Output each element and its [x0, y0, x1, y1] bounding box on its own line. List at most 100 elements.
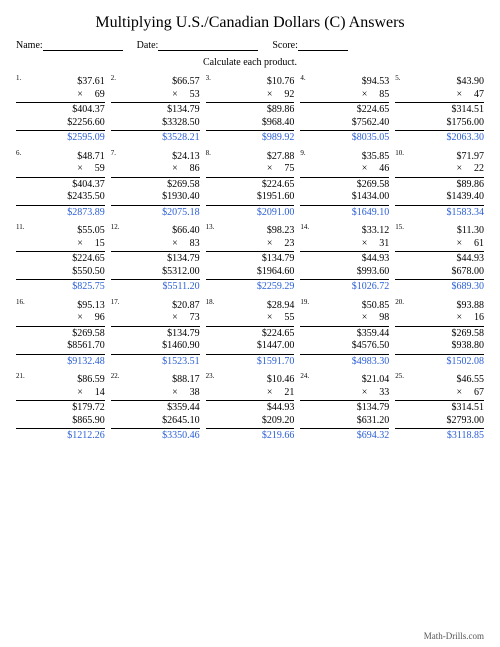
problem-number: 16.: [16, 298, 25, 307]
multiplier-row: × 23: [206, 238, 295, 251]
problem: 21.$86.59× 14$179.72$865.90$1212.26: [16, 372, 105, 443]
partial-2: $3328.50: [111, 117, 200, 130]
times-icon: ×: [267, 387, 277, 400]
partial-2: $968.40: [206, 117, 295, 130]
rule-1: [206, 251, 295, 252]
problem: 1.$37.61× 69$404.37$2256.60$2595.09: [16, 74, 105, 145]
multiplicand: $35.85: [300, 151, 389, 164]
multiplicand: $10.76: [206, 76, 295, 89]
partial-2: $1460.90: [111, 340, 200, 353]
partial-1: $44.93: [395, 253, 484, 266]
answer: $989.92: [206, 132, 295, 145]
problem: 6.$48.71× 59$404.37$2435.50$2873.89: [16, 149, 105, 220]
times-icon: ×: [172, 387, 182, 400]
multiplicand: $43.90: [395, 76, 484, 89]
partial-2: $1439.40: [395, 191, 484, 204]
times-icon: ×: [267, 238, 277, 251]
multiplier-row: × 55: [206, 312, 295, 325]
answer: $1026.72: [300, 281, 389, 294]
times-icon: ×: [172, 163, 182, 176]
problem-number: 5.: [395, 74, 400, 83]
problem-number: 8.: [206, 149, 211, 158]
problem-number: 13.: [206, 223, 215, 232]
times-icon: ×: [362, 312, 372, 325]
multiplier-row: × 86: [111, 163, 200, 176]
multiplier-row: × 61: [395, 238, 484, 251]
times-icon: ×: [362, 163, 372, 176]
rule-2: [206, 428, 295, 429]
problem: 20.$93.88× 16$269.58$938.80$1502.08: [395, 298, 484, 369]
problem: 14.$33.12× 31$44.93$993.60$1026.72: [300, 223, 389, 294]
rule-2: [395, 205, 484, 206]
problem-number: 20.: [395, 298, 404, 307]
rule-2: [206, 205, 295, 206]
rule-1: [111, 326, 200, 327]
rule-1: [16, 177, 105, 178]
times-icon: ×: [362, 387, 372, 400]
multiplicand: $86.59: [16, 374, 105, 387]
problem: 11.$55.05× 15$224.65$550.50$825.75: [16, 223, 105, 294]
partial-1: $404.37: [16, 179, 105, 192]
partial-2: $678.00: [395, 266, 484, 279]
partial-1: $269.58: [395, 328, 484, 341]
partial-2: $865.90: [16, 415, 105, 428]
times-icon: ×: [172, 312, 182, 325]
rule-2: [300, 354, 389, 355]
problem: 5.$43.90× 47$314.51$1756.00$2063.30: [395, 74, 484, 145]
rule-1: [300, 102, 389, 103]
problem: 18.$28.94× 55$224.65$1447.00$1591.70: [206, 298, 295, 369]
partial-2: $938.80: [395, 340, 484, 353]
multiplier-row: × 75: [206, 163, 295, 176]
multiplicand: $88.17: [111, 374, 200, 387]
problem: 17.$20.87× 73$134.79$1460.90$1523.51: [111, 298, 200, 369]
problem-number: 21.: [16, 372, 25, 381]
multiplier-row: × 53: [111, 89, 200, 102]
problem: 23.$10.46× 21$44.93$209.20$219.66: [206, 372, 295, 443]
problem-number: 10.: [395, 149, 404, 158]
multiplier-row: × 14: [16, 387, 105, 400]
answer: $219.66: [206, 430, 295, 443]
score-label: Score:: [272, 40, 298, 51]
times-icon: ×: [457, 387, 467, 400]
problem-number: 18.: [206, 298, 215, 307]
rule-1: [395, 102, 484, 103]
rule-1: [111, 177, 200, 178]
rule-1: [206, 400, 295, 401]
partial-1: $89.86: [206, 104, 295, 117]
partial-2: $4576.50: [300, 340, 389, 353]
rule-2: [16, 130, 105, 131]
multiplicand: $66.40: [111, 225, 200, 238]
partial-1: $269.58: [111, 179, 200, 192]
problem: 8.$27.88× 75$224.65$1951.60$2091.00: [206, 149, 295, 220]
multiplicand: $10.46: [206, 374, 295, 387]
times-icon: ×: [77, 163, 87, 176]
problem: 12.$66.40× 83$134.79$5312.00$5511.20: [111, 223, 200, 294]
name-field: Name:: [16, 40, 123, 51]
times-icon: ×: [457, 238, 467, 251]
partial-2: $1447.00: [206, 340, 295, 353]
partial-2: $2256.60: [16, 117, 105, 130]
rule-2: [16, 205, 105, 206]
partial-2: $550.50: [16, 266, 105, 279]
rule-2: [300, 428, 389, 429]
answer: $1502.08: [395, 356, 484, 369]
multiplicand: $37.61: [16, 76, 105, 89]
score-field: Score:: [272, 40, 348, 51]
problem: 16.$95.13× 96$269.58$8561.70$9132.48: [16, 298, 105, 369]
rule-2: [395, 428, 484, 429]
partial-1: $179.72: [16, 402, 105, 415]
partial-1: $314.51: [395, 104, 484, 117]
partial-2: $2435.50: [16, 191, 105, 204]
rule-1: [395, 326, 484, 327]
date-label: Date:: [137, 40, 159, 51]
partial-1: $269.58: [16, 328, 105, 341]
rule-2: [16, 354, 105, 355]
times-icon: ×: [77, 312, 87, 325]
partial-2: $1951.60: [206, 191, 295, 204]
problem: 4.$94.53× 85$224.65$7562.40$8035.05: [300, 74, 389, 145]
rule-2: [111, 354, 200, 355]
date-blank: [158, 41, 258, 51]
times-icon: ×: [457, 163, 467, 176]
rule-2: [395, 130, 484, 131]
multiplier-row: × 31: [300, 238, 389, 251]
